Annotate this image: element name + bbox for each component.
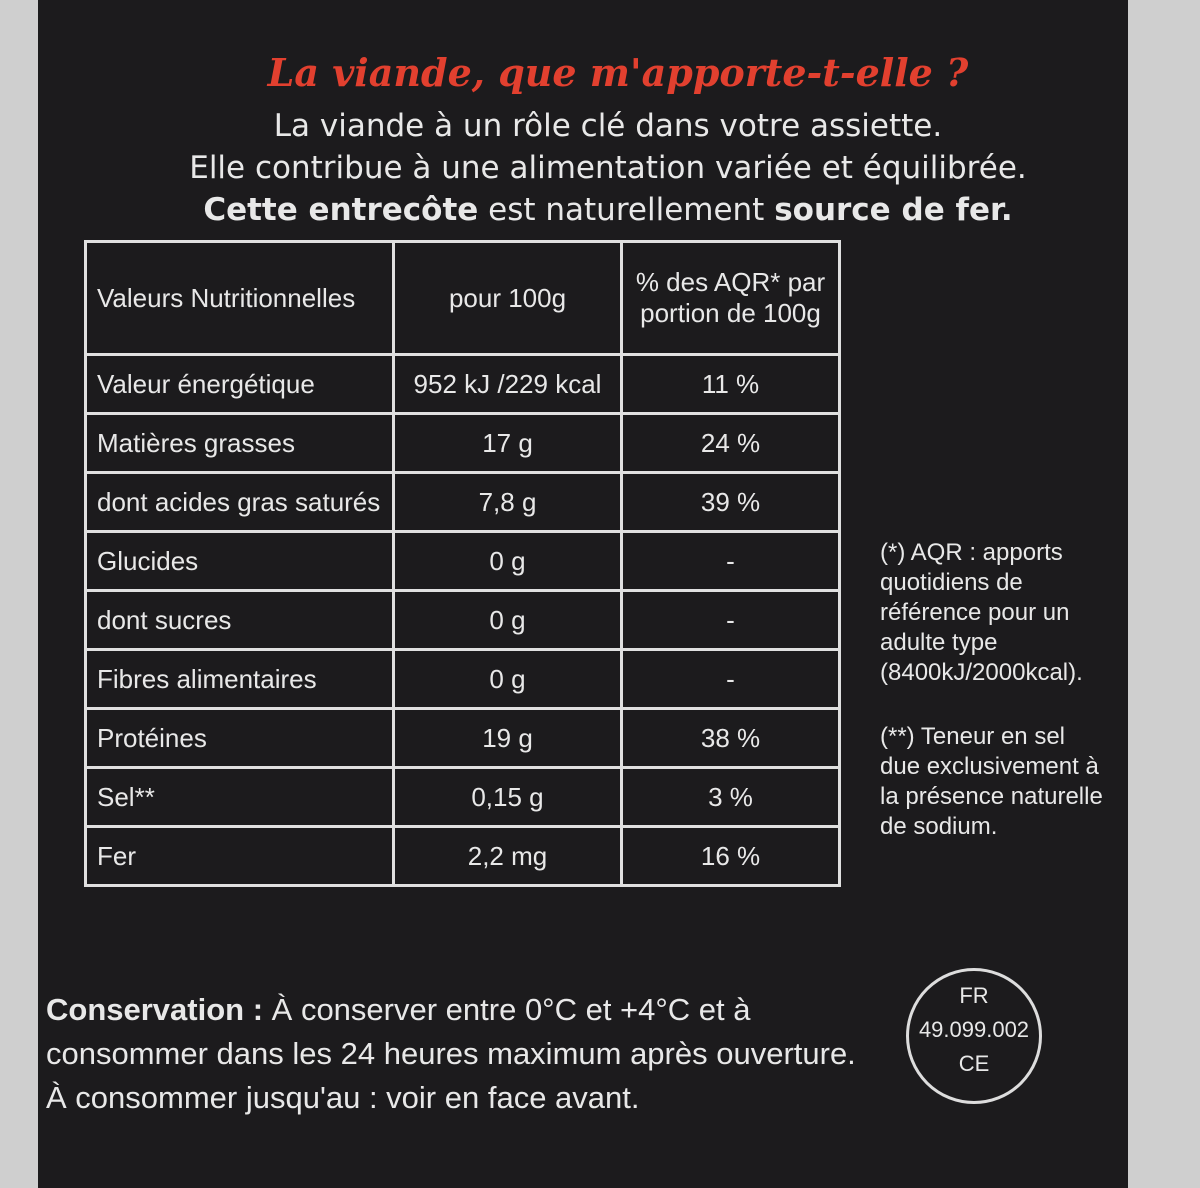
table-cell: - [620, 648, 841, 710]
table-cell: 17 g [392, 412, 623, 474]
table-cell: 0 g [392, 530, 623, 592]
table-cell: 952 kJ /229 kcal [392, 353, 623, 415]
intro-line: La viande à un rôle clé dans votre assie… [273, 108, 943, 144]
table-body: Valeur énergétique 952 kJ /229 kcal 11 % Ma… [84, 353, 841, 887]
table-cell: 39 % [620, 471, 841, 533]
table-row: Protéines 19 g 38 % [84, 707, 841, 769]
table-row: Valeur énergétique 952 kJ /229 kcal 11 % [84, 353, 841, 415]
table-row: dont sucres 0 g- [84, 589, 841, 651]
header-cell: pour 100g [392, 240, 623, 356]
text: À conserver entre 0°C et +4°C et à [271, 992, 751, 1027]
table-cell: - [620, 530, 841, 592]
bold-text: Cette entrecôte [203, 192, 479, 228]
conservation: Conservation : À conserver entre 0°C et … [46, 988, 856, 1120]
table-row: Glucides 0 g- [84, 530, 841, 592]
header-cell: % des AQR* par portion de 100g [620, 240, 841, 356]
table-row: Fer 2,2 mg 16 % [84, 825, 841, 887]
label: La viande, que m'apporte-t-elle ? La via… [38, 0, 1128, 1188]
stamp-text: 49.099.002 [918, 1017, 1030, 1042]
table-cell: 7,8 g [392, 471, 623, 533]
footnote: (**) Teneur en sel due exclusivement à l… [880, 723, 1103, 840]
table-row: Matières grasses 17 g 24 % [84, 412, 841, 474]
bold-text: source de fer. [774, 192, 1013, 228]
intro-line: Elle contribue à une alimentation variée… [189, 150, 1027, 186]
table-cell: - [620, 589, 841, 651]
text: est naturellement [488, 192, 765, 228]
conservation-line: Conservation : À conserver entre 0°C et … [46, 988, 856, 1032]
table-cell: 11 % [620, 353, 841, 415]
table-cell: Glucides [84, 530, 395, 592]
header-row: Valeurs Nutritionnelles pour 100g% des AQ… [84, 240, 841, 356]
table-cell: 19 g [392, 707, 623, 769]
table-cell: 16 % [620, 825, 841, 887]
table-cell: 38 % [620, 707, 841, 769]
title: La viande, que m'apporte-t-elle ? [267, 50, 969, 95]
table-cell: 3 % [620, 766, 841, 828]
table-cell: Fer [84, 825, 395, 887]
table-cell: 2,2 mg [392, 825, 623, 887]
conservation-label: Conservation : [46, 992, 264, 1027]
table-cell: Protéines [84, 707, 395, 769]
table-cell: dont acides gras saturés [84, 471, 395, 533]
table-cell: Matières grasses [84, 412, 395, 474]
table-row: dont acides gras saturés 7,8 g 39 % [84, 471, 841, 533]
table-cell: 0,15 g [392, 766, 623, 828]
table-cell: Fibres alimentaires [84, 648, 395, 710]
conservation-line: consommer dans les 24 heures maximum apr… [46, 1036, 856, 1071]
header-cell: Valeurs Nutritionnelles [84, 240, 395, 356]
table-cell: 0 g [392, 648, 623, 710]
stamp-text: FR [959, 983, 989, 1008]
table-cell: 0 g [392, 589, 623, 651]
table-cell: Valeur énergétique [84, 353, 395, 415]
health-mark: FR 49.099.002 CE [906, 968, 1042, 1104]
intro-line: Cette entrecôte est naturellement source… [38, 192, 1178, 228]
stamp-text: CE [958, 1051, 990, 1076]
nutrition-table: Valeurs Nutritionnelles pour 100g% des AQ… [84, 240, 841, 887]
table-cell: 24 % [620, 412, 841, 474]
table-cell: Sel** [84, 766, 395, 828]
conservation-line: À consommer jusqu'au : voir en face avan… [46, 1080, 640, 1115]
table-row: Fibres alimentaires 0 g- [84, 648, 841, 710]
footnote: (*) AQR : apports quotidiens de référenc… [880, 539, 1083, 686]
table-cell: dont sucres [84, 589, 395, 651]
